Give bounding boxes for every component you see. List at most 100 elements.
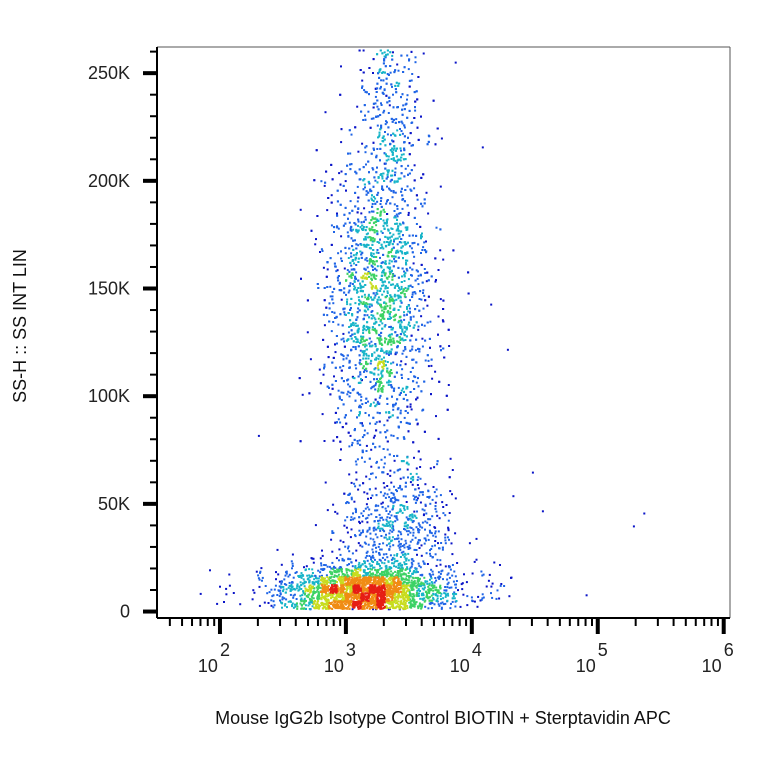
- data-point: [364, 310, 367, 313]
- data-point: [355, 367, 358, 370]
- data-point: [436, 558, 439, 561]
- data-point: [402, 158, 405, 161]
- data-point: [368, 262, 371, 265]
- data-point: [311, 585, 314, 588]
- data-point: [344, 180, 347, 183]
- data-point: [397, 251, 400, 254]
- data-point: [296, 585, 299, 587]
- data-point: [392, 506, 395, 509]
- data-point: [420, 298, 423, 301]
- data-point: [395, 91, 398, 94]
- data-point: [465, 581, 468, 584]
- data-point: [409, 324, 411, 327]
- data-point: [401, 567, 404, 570]
- data-point: [371, 328, 374, 331]
- data-point: [421, 337, 424, 340]
- data-point: [379, 573, 382, 576]
- data-point: [445, 504, 448, 506]
- data-point: [346, 564, 349, 567]
- data-point: [317, 592, 320, 595]
- data-point: [381, 136, 384, 139]
- data-point: [371, 554, 374, 557]
- data-point: [420, 581, 423, 584]
- data-point: [431, 599, 434, 602]
- data-point: [391, 395, 393, 398]
- data-point: [398, 543, 401, 546]
- data-point: [359, 522, 361, 525]
- data-point: [289, 600, 292, 603]
- data-point: [379, 377, 381, 380]
- data-point: [439, 576, 442, 579]
- data-point: [407, 173, 409, 176]
- data-point: [316, 605, 319, 608]
- data-point: [389, 573, 392, 576]
- data-point: [396, 454, 399, 457]
- data-point: [374, 321, 377, 324]
- data-point: [408, 58, 411, 61]
- data-point: [388, 333, 391, 336]
- data-point: [411, 242, 414, 245]
- data-point: [397, 537, 400, 540]
- data-point: [406, 386, 409, 389]
- data-point: [403, 175, 406, 178]
- data-point: [386, 361, 389, 363]
- data-point: [396, 518, 399, 521]
- data-point: [399, 548, 402, 551]
- data-point: [381, 574, 384, 577]
- data-point: [392, 544, 395, 547]
- data-point: [400, 538, 403, 541]
- data-point: [308, 603, 311, 606]
- data-point: [296, 605, 299, 608]
- data-point: [349, 275, 352, 278]
- data-point: [350, 572, 353, 575]
- data-point: [421, 521, 424, 524]
- data-point: [318, 595, 321, 598]
- data-point: [421, 249, 424, 251]
- data-point: [317, 580, 319, 583]
- data-point: [424, 528, 426, 531]
- data-point: [393, 471, 396, 474]
- data-point: [383, 138, 386, 141]
- data-point: [417, 607, 420, 610]
- data-point: [353, 517, 356, 520]
- data-point: [438, 547, 440, 550]
- data-point: [370, 448, 373, 451]
- data-point: [379, 298, 382, 301]
- data-point: [343, 524, 346, 527]
- data-point: [376, 380, 379, 383]
- data-point: [429, 518, 432, 521]
- data-point: [383, 152, 386, 155]
- data-point: [381, 366, 384, 369]
- data-point: [358, 49, 361, 52]
- data-point: [408, 304, 410, 307]
- data-point: [396, 129, 399, 132]
- data-point: [291, 565, 294, 567]
- data-point: [373, 322, 376, 325]
- data-point: [400, 460, 403, 463]
- data-point: [388, 372, 391, 375]
- data-point: [425, 280, 428, 283]
- data-point: [388, 354, 390, 356]
- data-point: [358, 299, 361, 302]
- data-point: [374, 345, 377, 348]
- data-point: [374, 533, 377, 536]
- data-point: [397, 600, 400, 603]
- data-point: [420, 176, 423, 179]
- data-point: [383, 351, 386, 354]
- data-point: [402, 436, 405, 439]
- data-point: [417, 582, 420, 585]
- data-point: [419, 491, 422, 494]
- data-point: [393, 455, 395, 457]
- data-point: [322, 577, 325, 580]
- data-point: [368, 562, 371, 565]
- data-point: [392, 148, 395, 151]
- data-point: [385, 155, 388, 158]
- data-point: [409, 403, 412, 406]
- data-point: [291, 562, 294, 565]
- data-point: [389, 307, 392, 310]
- data-point: [444, 586, 447, 588]
- data-point: [390, 601, 393, 604]
- data-point: [350, 307, 352, 310]
- data-point: [257, 434, 260, 437]
- data-point: [417, 138, 420, 141]
